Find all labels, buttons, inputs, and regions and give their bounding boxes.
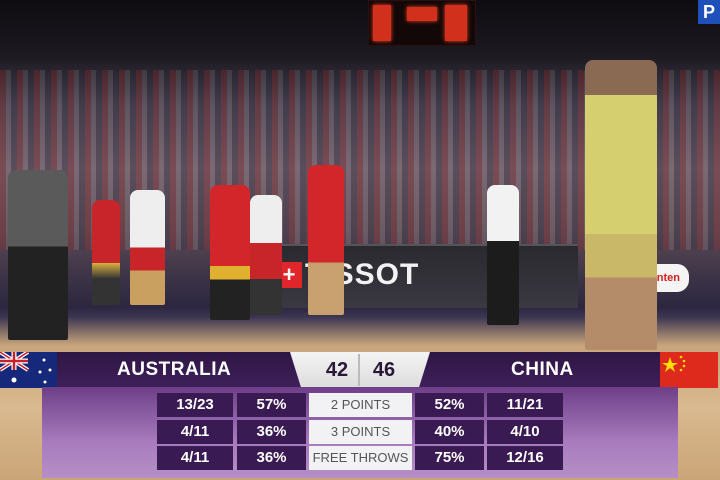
away-percentage: 40% [415,420,484,444]
home-made-attempts: 13/23 [157,393,233,417]
away-made-attempts: 11/21 [487,393,563,417]
referee [487,185,519,325]
home-percentage: 36% [237,446,306,470]
stat-label: FREE THROWS [309,446,412,470]
arena-scoreboard [368,0,476,46]
away-team-name: CHINA [511,359,574,380]
away-percentage: 75% [415,446,484,470]
player-australia [585,60,657,350]
player-china [130,190,165,305]
away-score: 46 [372,359,396,381]
player-china [210,185,250,320]
home-percentage: 36% [237,420,306,444]
player-china [250,195,282,315]
australia-flag [0,352,57,388]
score-divider [358,354,360,386]
score-box: 42 46 [290,352,430,388]
referee [8,170,68,340]
away-made-attempts: 4/10 [487,420,563,444]
home-made-attempts: 4/11 [157,446,233,470]
away-percentage: 52% [415,393,484,417]
home-score: 42 [325,359,349,381]
stat-label: 2 POINTS [309,393,412,417]
home-made-attempts: 4/11 [157,420,233,444]
stat-label: 3 POINTS [309,420,412,444]
china-flag [660,352,718,388]
home-team-name: AUSTRALIA [117,359,232,380]
home-percentage: 57% [237,393,306,417]
player-china [308,165,344,315]
away-made-attempts: 12/16 [487,446,563,470]
player-china [92,200,120,305]
broadcaster-logo: P [698,0,720,24]
